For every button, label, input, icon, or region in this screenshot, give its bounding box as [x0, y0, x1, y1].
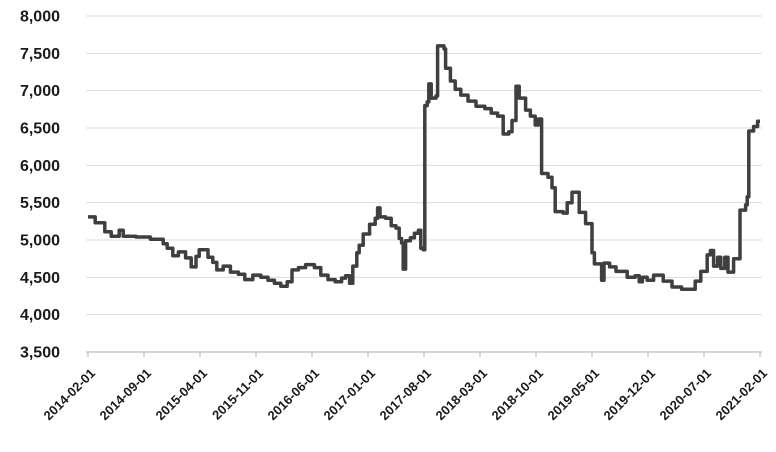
x-axis-tick-label: 2020-07-01 [656, 366, 714, 424]
x-axis-tick-label: 2015-04-01 [152, 366, 210, 424]
y-axis-tick-label: 7,500 [20, 46, 60, 63]
x-axis-tick-label: 2014-02-01 [40, 366, 98, 424]
price-line-series [88, 44, 760, 292]
x-axis-tick-label: 2018-03-01 [432, 366, 490, 424]
y-axis-tick-label: 7,000 [20, 83, 60, 100]
y-axis-tick-label: 6,000 [20, 158, 60, 175]
x-axis-tick-label: 2015-11-01 [209, 366, 266, 423]
y-axis-tick-label: 5,000 [20, 233, 60, 250]
y-axis-tick-label: 6,500 [20, 121, 60, 138]
y-axis-tick-label: 8,000 [20, 9, 60, 26]
y-axis-tick-label: 4,500 [20, 270, 60, 287]
x-axis-tick-label: 2017-01-01 [320, 366, 378, 424]
y-axis-tick-label: 3,500 [20, 345, 60, 362]
x-axis-tick-label: 2014-09-01 [96, 366, 154, 424]
x-axis-tick-label: 2016-06-01 [264, 366, 322, 424]
x-axis-tick-label: 2019-05-01 [544, 366, 602, 424]
y-axis-tick-label: 4,000 [20, 307, 60, 324]
y-axis-tick-label: 5,500 [20, 195, 60, 212]
x-axis-tick-label: 2017-08-01 [376, 366, 434, 424]
x-axis-tick-label: 2021-02-01 [712, 366, 770, 424]
x-axis-tick-label: 2018-10-01 [488, 366, 546, 424]
x-axis-tick-label: 2019-12-01 [600, 366, 658, 424]
